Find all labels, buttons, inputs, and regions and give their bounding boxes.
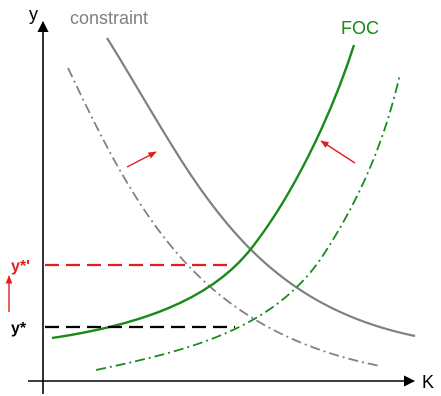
foc-label: FOC (341, 18, 379, 38)
constraint-curve (106, 37, 416, 338)
y-star-label: y* (11, 320, 27, 337)
foc-curve-shifted (95, 73, 401, 371)
foc-curve (51, 44, 356, 340)
y-star-prime-label: y*' (11, 258, 30, 275)
constraint-label: constraint (70, 8, 148, 28)
constraint-shift-arrow (126, 151, 157, 168)
y-axis-label: y (29, 4, 38, 24)
x-axis-label: K (422, 372, 434, 392)
constraint-curve-shifted (67, 67, 381, 367)
foc-shift-arrow (320, 140, 356, 164)
